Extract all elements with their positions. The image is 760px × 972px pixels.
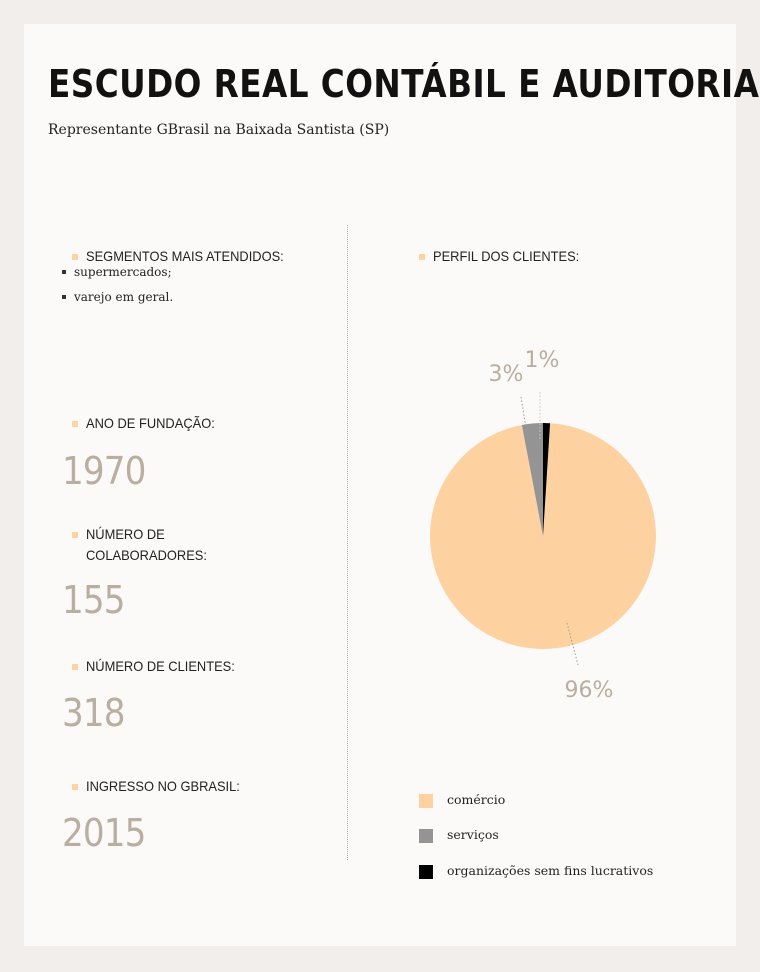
segments-list: supermercados; varejo em geral. xyxy=(62,263,173,313)
bullet-square-icon xyxy=(72,664,78,670)
segments-heading: SEGMENTOS MAIS ATENDIDOS: xyxy=(86,248,284,264)
leader-line-comercio xyxy=(566,622,579,666)
employees-label-line1: NÚMERO DE xyxy=(86,526,165,542)
bullet-square-icon xyxy=(72,254,78,260)
legend-swatch-organizacoes xyxy=(419,865,433,879)
legend-swatch-servicos xyxy=(419,829,433,843)
segment-item-label: varejo em geral. xyxy=(74,290,174,304)
list-item: varejo em geral. xyxy=(62,288,173,313)
employees-label-line2: COLABORADORES: xyxy=(86,547,207,563)
joined-value: 2015 xyxy=(62,811,146,855)
employees-label: NÚMERO DE COLABORADORES: xyxy=(86,524,207,566)
column-divider xyxy=(347,225,348,860)
value-label-servicos: 3% xyxy=(489,362,524,387)
joined-label: INGRESSO NO GBRASIL: xyxy=(86,778,240,794)
bullet-icon xyxy=(62,295,66,299)
page-title: ESCUDO REAL CONTÁBIL E AUDITORIA xyxy=(48,62,760,106)
legend-label-comercio: comércio xyxy=(447,792,506,807)
founding-year-label: ANO DE FUNDAÇÃO: xyxy=(86,415,215,431)
pie-slice-servicos xyxy=(521,423,543,536)
pie-slice-comercio xyxy=(429,423,656,649)
clients-value: 318 xyxy=(62,691,125,735)
leader-line-servicos xyxy=(520,396,529,441)
bullet-square-icon xyxy=(72,532,78,538)
value-label-comercio: 96% xyxy=(565,678,614,703)
value-label-organizacoes: 1% xyxy=(525,348,560,373)
bullet-square-icon xyxy=(72,784,78,790)
employees-value: 155 xyxy=(62,578,125,622)
profile-heading: PERFIL DOS CLIENTES: xyxy=(433,248,580,264)
legend-label-servicos: serviços xyxy=(447,827,499,842)
clients-label: NÚMERO DE CLIENTES: xyxy=(86,658,235,674)
page-subtitle: Representante GBrasil na Baixada Santist… xyxy=(48,122,390,138)
bullet-square-icon xyxy=(419,254,425,260)
legend-swatch-comercio xyxy=(419,794,433,808)
pie-slice-organizacoes xyxy=(543,423,551,536)
bullet-square-icon xyxy=(72,421,78,427)
bullet-icon xyxy=(62,270,66,274)
founding-year-value: 1970 xyxy=(62,449,146,493)
legend-label-organizacoes: organizações sem fins lucrativos xyxy=(447,863,654,878)
list-item: supermercados; xyxy=(62,263,173,288)
segment-item-label: supermercados; xyxy=(74,265,172,279)
